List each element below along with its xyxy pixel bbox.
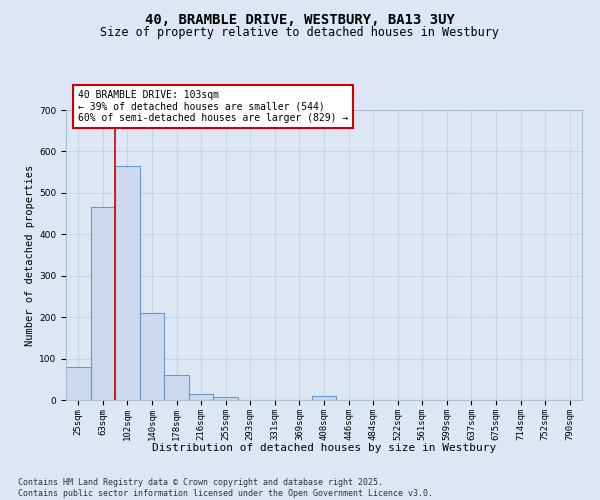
Bar: [214, 396, 238, 400]
Text: 40, BRAMBLE DRIVE, WESTBURY, BA13 3UY: 40, BRAMBLE DRIVE, WESTBURY, BA13 3UY: [145, 12, 455, 26]
Bar: [91, 208, 115, 400]
Bar: [115, 166, 140, 400]
Bar: [189, 394, 214, 400]
Text: 40 BRAMBLE DRIVE: 103sqm
← 39% of detached houses are smaller (544)
60% of semi-: 40 BRAMBLE DRIVE: 103sqm ← 39% of detach…: [78, 90, 348, 123]
Text: Size of property relative to detached houses in Westbury: Size of property relative to detached ho…: [101, 26, 499, 39]
Bar: [164, 375, 189, 400]
Bar: [140, 313, 164, 400]
Text: Contains HM Land Registry data © Crown copyright and database right 2025.
Contai: Contains HM Land Registry data © Crown c…: [18, 478, 433, 498]
Bar: [66, 367, 91, 400]
Bar: [312, 396, 336, 400]
Y-axis label: Number of detached properties: Number of detached properties: [25, 164, 35, 346]
X-axis label: Distribution of detached houses by size in Westbury: Distribution of detached houses by size …: [152, 442, 496, 452]
